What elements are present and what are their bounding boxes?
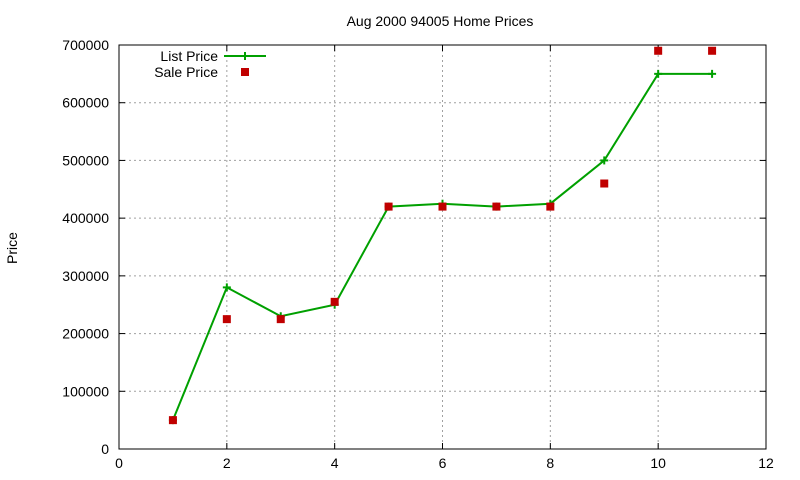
- x-tick-label: 8: [546, 455, 554, 471]
- sale-price-point: [438, 202, 447, 211]
- sale-price-point: [492, 202, 501, 211]
- x-tick-label: 0: [115, 455, 123, 471]
- sale-price-point: [654, 46, 663, 55]
- sale-price-point: [708, 46, 717, 55]
- chart-title: Aug 2000 94005 Home Prices: [347, 13, 534, 29]
- y-axis-label: Price: [4, 232, 20, 264]
- legend-label: Sale Price: [154, 64, 218, 80]
- x-tick-label: 4: [331, 455, 339, 471]
- y-tick-label: 400000: [62, 210, 109, 226]
- y-tick-label: 200000: [62, 326, 109, 342]
- series-1: [168, 46, 717, 425]
- y-tick-label: 300000: [62, 268, 109, 284]
- y-tick-label: 700000: [62, 37, 109, 53]
- sale-price-point: [330, 297, 339, 306]
- sale-price-point: [546, 202, 555, 211]
- legend-marker: [241, 52, 249, 60]
- y-tick-label: 500000: [62, 152, 109, 168]
- y-tick-label: 600000: [62, 95, 109, 111]
- list-price-point: [654, 69, 663, 78]
- x-tick-label: 10: [650, 455, 666, 471]
- legend-marker: [241, 68, 249, 76]
- sale-price-point: [384, 202, 393, 211]
- sale-price-point: [222, 315, 231, 324]
- x-tick-label: 6: [439, 455, 447, 471]
- tick-labels: 0 2 4 6 8 10 12 0 100000 200000 300000 400000 500000…: [62, 37, 774, 471]
- list-price-point: [222, 283, 231, 292]
- sale-price-point: [600, 179, 609, 188]
- list-price-point: [600, 156, 609, 165]
- sale-price-point: [168, 416, 177, 425]
- grid: [119, 45, 766, 449]
- y-tick-label: 100000: [62, 383, 109, 399]
- x-tick-label: 12: [758, 455, 774, 471]
- legend-label: List Price: [160, 48, 218, 64]
- y-tick-label: 0: [101, 441, 109, 457]
- series-layer: [168, 46, 717, 425]
- x-tick-label: 2: [223, 455, 231, 471]
- axes: [118, 44, 767, 450]
- sale-price-point: [276, 315, 285, 324]
- list-price-point: [708, 69, 717, 78]
